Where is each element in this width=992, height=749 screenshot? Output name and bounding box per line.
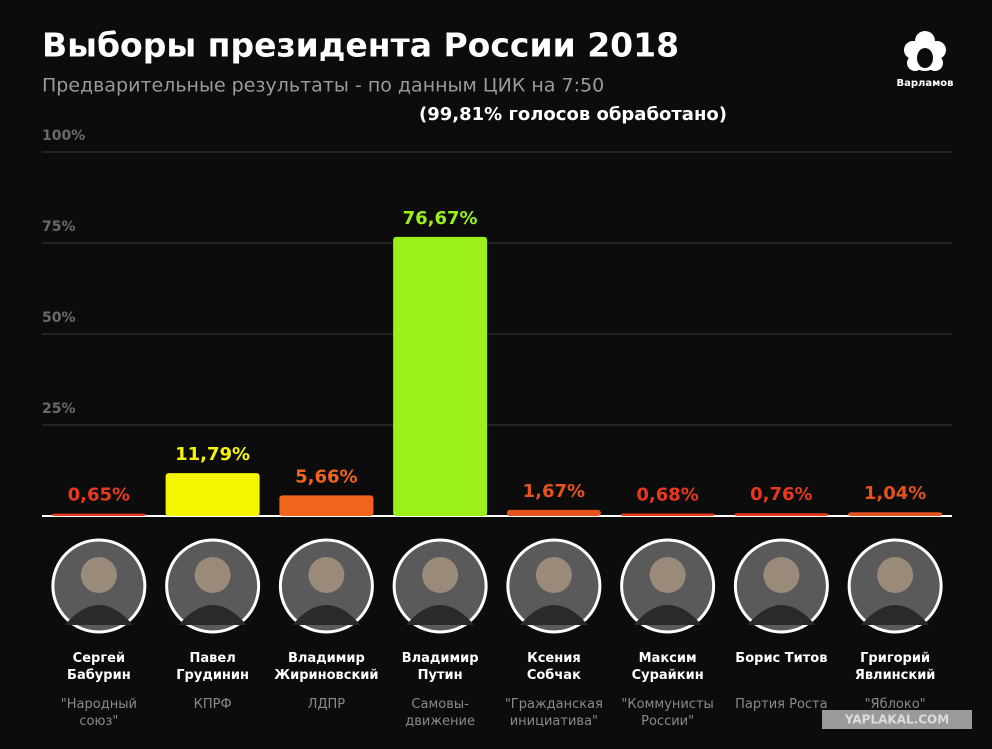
value-label: 1,67% xyxy=(523,481,585,502)
photo-head xyxy=(877,557,914,593)
y-tick-label: 25% xyxy=(42,401,76,417)
party-name: "Коммунисты России" xyxy=(621,697,714,729)
bar xyxy=(734,513,829,516)
photo-body xyxy=(747,605,816,625)
party-name: "Гражданская инициатива" xyxy=(504,697,603,729)
photo-head xyxy=(308,557,345,593)
y-tick-label: 75% xyxy=(42,219,76,235)
candidate-name: Борис Титов xyxy=(735,651,828,666)
bar xyxy=(165,473,260,516)
bar xyxy=(506,509,601,516)
photo-body xyxy=(178,605,247,625)
photo-head xyxy=(80,557,117,593)
bar xyxy=(51,513,146,516)
photo-body xyxy=(292,605,361,625)
watermark: YAPLAKAL.COM xyxy=(844,713,949,727)
value-label: 11,79% xyxy=(175,444,250,465)
photo-body xyxy=(64,605,133,625)
value-label: 0,68% xyxy=(636,485,698,506)
candidate-name: Павел Грудинин xyxy=(176,651,249,683)
party-name: КПРФ xyxy=(193,697,232,712)
value-label: 0,65% xyxy=(68,485,130,506)
photo-head xyxy=(422,557,459,593)
chart-title: Выборы президента России 2018 xyxy=(42,26,679,65)
photo-body xyxy=(633,605,702,625)
candidate-name: Максим Сурайкин xyxy=(631,651,704,683)
logo-text: Варламов xyxy=(897,78,954,89)
candidate-name: Владимир Путин xyxy=(401,651,479,683)
party-name: Партия Роста xyxy=(735,697,828,712)
bar xyxy=(848,512,943,516)
party-name: "Яблоко" xyxy=(864,697,926,712)
note: (99,81% голосов обработано) xyxy=(419,104,727,125)
bar xyxy=(279,495,374,516)
candidate-name: Григорий Явлинский xyxy=(854,651,936,683)
photo-body xyxy=(406,605,475,625)
photo-head xyxy=(763,557,800,593)
y-tick-label: 100% xyxy=(42,128,85,144)
value-label: 0,76% xyxy=(750,484,812,505)
candidate-name: Владимир Жириновский xyxy=(274,651,379,683)
party-name: Самовы-движение xyxy=(405,697,475,729)
watermark-box xyxy=(822,710,972,729)
photo-head xyxy=(649,557,686,593)
chart-subtitle: Предварительные результаты - по данным Ц… xyxy=(42,75,604,97)
photo-body xyxy=(861,605,930,625)
candidate-name: Сергей Бабурин xyxy=(67,651,131,683)
value-label: 76,67% xyxy=(403,208,478,229)
photo-body xyxy=(519,605,588,625)
party-name: ЛДПР xyxy=(307,697,346,712)
photo-head xyxy=(535,557,572,593)
candidate-name: Ксения Собчак xyxy=(526,651,581,683)
y-tick-label: 50% xyxy=(42,310,76,326)
logo-icon xyxy=(904,31,946,71)
value-label: 5,66% xyxy=(295,466,357,487)
party-name: "Народный союз" xyxy=(60,697,137,729)
bar xyxy=(620,513,715,516)
bar xyxy=(393,236,488,516)
value-label: 1,04% xyxy=(864,483,926,504)
photo-head xyxy=(194,557,231,593)
